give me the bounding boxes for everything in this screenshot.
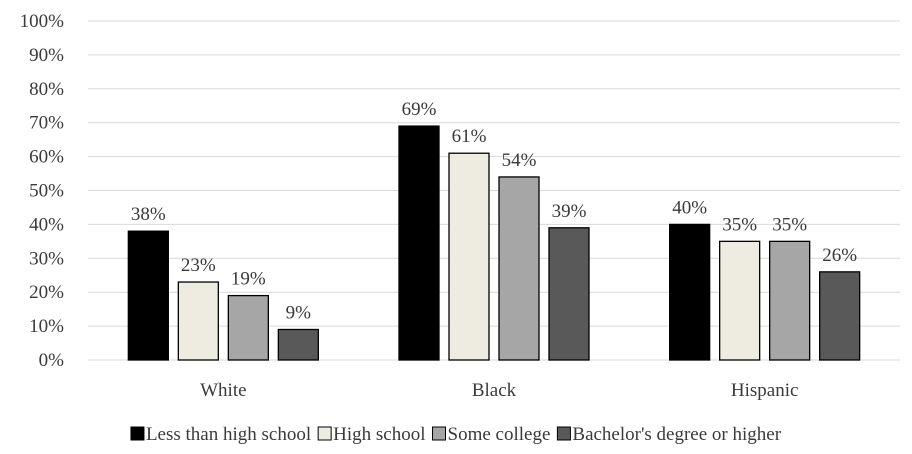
x-axis-categories: White Black Hispanic [200,380,798,401]
y-tick-label: 80% [29,79,64,100]
bar-white-0 [127,230,169,361]
y-tick-label: 40% [29,214,64,235]
legend-swatch [130,426,145,441]
bar-hispanic-1 [719,240,761,361]
y-tick-label: 10% [29,316,64,337]
bar-hispanic-2 [769,240,811,361]
y-tick-label: 50% [29,181,64,202]
data-label: 35% [772,214,807,235]
data-label: 26% [822,245,857,266]
bar-black-1 [448,152,490,361]
data-label: 35% [722,214,757,235]
bar-white-1 [177,281,219,361]
data-label: 38% [131,204,166,225]
y-tick-label: 60% [29,147,64,168]
bar-black-0 [398,125,440,361]
data-label: 39% [552,201,587,222]
bar-white-2 [227,294,269,361]
legend-swatch [432,426,447,441]
legend-item: Bachelor's degree or higher [556,424,782,445]
legend-label: Some college [448,424,551,445]
legend-item: Less than high school [130,424,311,445]
data-label: 9% [286,302,312,323]
bars [127,125,861,361]
bar-hispanic-3 [819,271,861,361]
y-tick-label: 100% [20,11,65,32]
bar-black-2 [498,176,540,361]
y-tick-label: 30% [29,248,64,269]
data-label: 23% [181,255,216,276]
x-category-label: White [200,380,246,401]
data-label: 54% [502,150,537,171]
bar-hispanic-0 [669,223,711,361]
data-labels: 38% 23% 19% 9% 69% 61% 54% 39% 40% 35% 35% 26% [131,99,857,323]
y-tick-label: 20% [29,282,64,303]
data-label: 69% [402,99,437,120]
y-tick-label: 70% [29,113,64,134]
legend: Less than high school High school Some col… [130,424,782,445]
data-label: 61% [452,126,487,147]
y-tick-label: 0% [39,350,65,371]
legend-label: Bachelor's degree or higher [572,424,781,445]
x-category-label: Hispanic [731,380,799,401]
legend-label: Less than high school [146,424,311,445]
data-label: 19% [231,269,266,290]
y-axis-ticks: 0% 10% 20% 30% 40% 50% 60% 70% 80% 90% 100% [20,11,65,371]
legend-swatch [317,426,332,441]
legend-item: High school [317,424,426,445]
x-category-label: Black [472,380,517,401]
legend-item: Some college [432,424,551,445]
legend-swatch [556,426,571,441]
bar-white-3 [277,328,319,361]
bar-black-3 [548,227,590,361]
legend-label: High school [333,424,425,445]
gridlines [88,20,900,361]
data-label: 40% [672,197,707,218]
y-tick-label: 90% [29,45,64,66]
